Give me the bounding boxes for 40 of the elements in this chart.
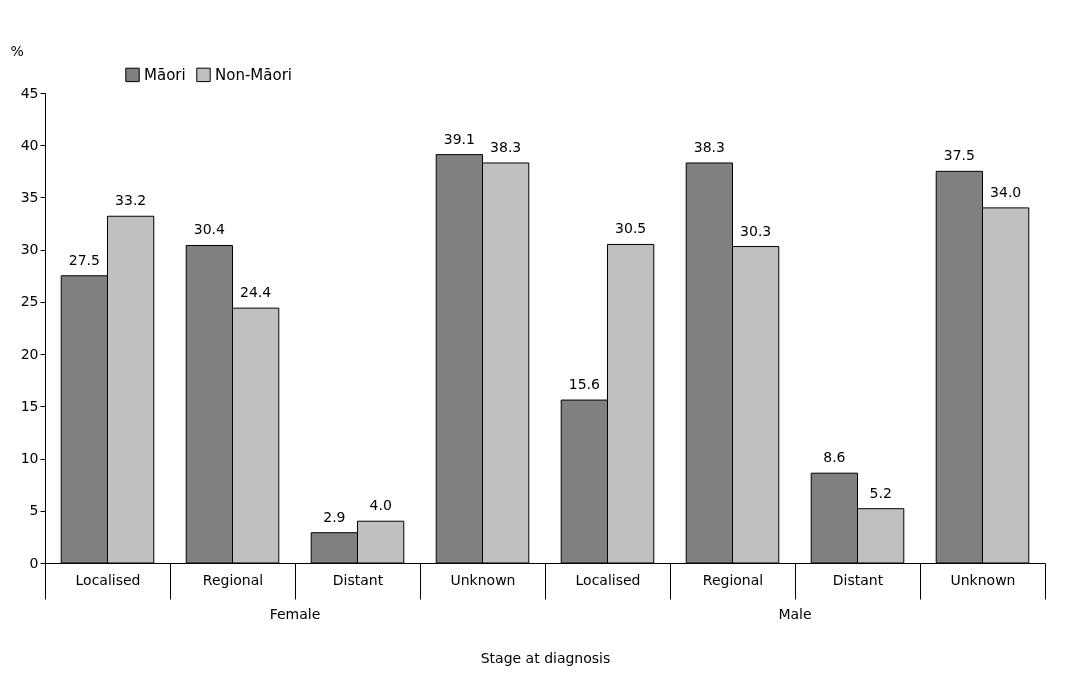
y-tick-label: 40 — [20, 136, 39, 153]
y-tick-label: 45 — [20, 84, 39, 101]
x-tick-label: Regional — [202, 571, 264, 588]
x-axis-title: Stage at diagnosis — [480, 650, 611, 666]
legend-label: Non-Māori — [215, 65, 292, 84]
text: Female — [269, 606, 321, 622]
data-label: 39.1 — [443, 130, 475, 147]
data-label: 34.0 — [990, 183, 1022, 200]
y-tick-label: 10 — [20, 450, 39, 467]
data-label: 2.9 — [323, 508, 346, 525]
x-tick-label: Unknown — [450, 571, 516, 588]
data-label: 38.3 — [490, 138, 522, 155]
data-label: 33.2 — [115, 192, 147, 209]
data-label: 30.3 — [740, 222, 772, 239]
data-label: 37.5 — [943, 147, 975, 164]
y-tick-label: 20 — [20, 345, 39, 362]
x-tick-label: Unknown — [950, 571, 1016, 588]
data-label: 38.3 — [693, 138, 725, 155]
x-tick-label: Localised — [75, 571, 141, 588]
x-tick-label: Localised — [575, 571, 641, 588]
data-label: 27.5 — [68, 251, 100, 268]
text: Male — [778, 606, 812, 622]
x-tick-label: Distant — [332, 571, 384, 588]
data-label: 30.4 — [193, 221, 226, 238]
legend-label: Māori — [144, 65, 186, 84]
y-tick-label: 25 — [20, 293, 39, 310]
y-tick-label: 35 — [20, 188, 39, 205]
y-tick-label: 5 — [29, 502, 39, 519]
x-tick-label: Regional — [702, 571, 764, 588]
data-label: 4.0 — [369, 497, 392, 514]
data-label: 8.6 — [823, 449, 846, 466]
y-axis-title: % — [10, 42, 24, 59]
data-label: 24.4 — [240, 284, 272, 301]
data-label: 30.5 — [615, 220, 647, 237]
x-tick-label: Distant — [832, 571, 884, 588]
data-label: 5.2 — [869, 484, 892, 501]
y-tick-label: 30 — [20, 241, 39, 258]
y-tick-label: 0 — [29, 554, 39, 571]
y-tick-label: 15 — [20, 397, 39, 414]
data-label: 15.6 — [568, 376, 601, 393]
